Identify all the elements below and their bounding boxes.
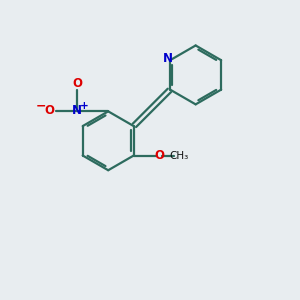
Text: N: N	[163, 52, 173, 64]
Text: O: O	[72, 77, 82, 90]
Text: N: N	[72, 104, 82, 117]
Text: +: +	[80, 101, 88, 111]
Text: CH₃: CH₃	[170, 151, 189, 160]
Text: O: O	[154, 149, 164, 162]
Text: −: −	[36, 100, 46, 112]
Text: O: O	[45, 104, 55, 117]
